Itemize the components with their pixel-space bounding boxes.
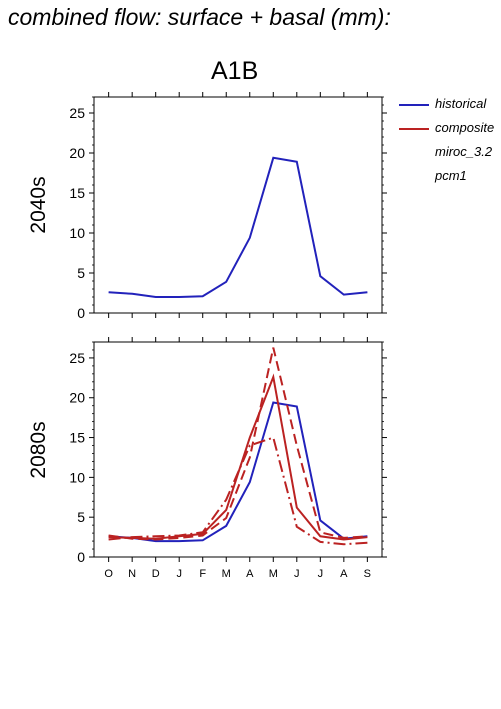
y-tick-label: 15 — [69, 185, 85, 201]
y-tick-label: 10 — [69, 469, 85, 485]
x-tick-label: A — [246, 568, 254, 580]
y-tick-label: 0 — [77, 305, 85, 321]
x-tick-label: S — [364, 568, 371, 580]
series-historical — [108, 401, 368, 543]
y-tick-label: 10 — [69, 225, 85, 241]
chart-title: combined flow: surface + basal (mm): — [8, 4, 391, 30]
series-miroc-3-2 — [108, 436, 368, 546]
x-tick-label: M — [222, 568, 231, 580]
x-tick-label: J — [176, 568, 182, 580]
legend-label-miroc: miroc_3.2 — [435, 144, 493, 159]
legend-line-historical — [399, 104, 429, 106]
x-tick-label: A — [340, 568, 348, 580]
y-tick-label: 0 — [77, 549, 85, 565]
y-tick-label: 5 — [77, 509, 85, 525]
x-tick-label: O — [104, 568, 113, 580]
y-tick-label: 25 — [69, 105, 85, 121]
x-tick-label: J — [318, 568, 324, 580]
series-composite — [108, 373, 368, 541]
legend-label-pcm1: pcm1 — [435, 168, 467, 183]
y-tick-label: 25 — [69, 350, 85, 366]
scenario-title: A1B — [211, 57, 259, 85]
x-tick-label: D — [152, 568, 160, 580]
x-tick-label: M — [269, 568, 278, 580]
panel-2040s-frame — [93, 96, 383, 314]
series-pcm1 — [108, 347, 368, 541]
legend-label-composite: composite — [435, 120, 495, 135]
series-historical — [108, 156, 368, 298]
y-tick-label: 20 — [69, 390, 85, 406]
panel-2080s-frame — [93, 341, 383, 558]
legend-label-historical: historical — [435, 96, 487, 111]
x-tick-label: N — [128, 568, 136, 580]
x-tick-label: J — [294, 568, 300, 580]
y-tick-label: 20 — [69, 145, 85, 161]
y-tick-label: 5 — [77, 265, 85, 281]
x-tick-label: F — [199, 568, 206, 580]
y-tick-label: 15 — [69, 430, 85, 446]
legend-line-composite — [399, 128, 429, 130]
